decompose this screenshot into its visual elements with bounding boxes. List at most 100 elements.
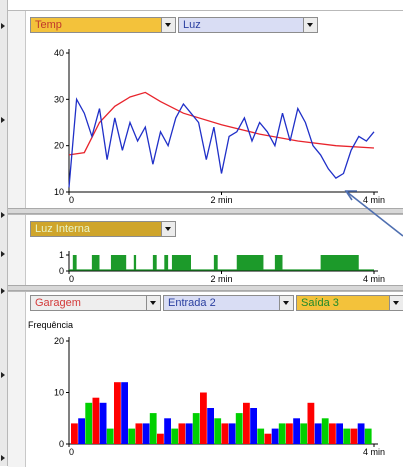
bar-garagem [200,392,207,444]
bar-entrada-2 [314,423,322,444]
frequency-panel: Garagem Entrada 2 Saída 3 Frequência 0 10 2… [8,291,403,467]
bar-garagem [221,423,229,444]
x-tick-label: 4 min [363,274,385,284]
temp-luz-plot-area: Temp Luz 10 20 30 40 0 2 min 4 min [25,11,403,209]
luz-interna-plot-area: Luz Interna 0 1 0 2 min 4 min [25,215,403,287]
panel-splitter[interactable] [8,285,403,291]
expand-arrow-icon[interactable] [1,372,5,378]
y-tick-label: 10 [54,388,64,398]
bar-garagem [114,382,121,444]
bar-entrada-2 [357,423,365,444]
bar-saida-3 [128,428,136,444]
bar-saida-3 [321,418,329,445]
frequency-bar-chart: Frequência 0 10 20 0 4 min [28,320,385,457]
digital-on-block [274,255,283,270]
series-selector-label: Saída 3 [301,297,339,309]
digital-on-block [72,255,77,270]
y-tick-label: 20 [54,141,64,151]
bar-garagem [92,397,100,444]
bar-garagem [329,423,336,444]
luz-interna-digital-chart: 0 1 0 2 min 4 min [59,250,385,284]
x-tick-label: 0 [69,195,74,205]
expand-arrow-icon[interactable] [1,23,5,29]
bar-garagem [178,423,186,444]
bar-saida-3 [214,418,222,445]
bar-garagem [157,433,164,444]
bar-garagem [243,402,250,444]
chevron-down-icon[interactable] [389,296,403,310]
series-selector-temp[interactable]: Temp [30,17,176,33]
bar-entrada-2 [228,423,236,444]
y-tick-label: 40 [54,48,64,58]
chevron-down-icon[interactable] [303,18,317,32]
left-rail [0,0,8,466]
bar-entrada-2 [121,382,128,444]
expand-arrow-icon[interactable] [1,251,5,257]
series-selector-entrada-2[interactable]: Entrada 2 [163,295,294,311]
bar-saida-3 [171,428,179,444]
luz-interna-panel: Luz Interna 0 1 0 2 min 4 min [8,214,403,287]
bar-entrada-2 [293,418,300,445]
series-line-luz [68,97,375,188]
bar-entrada-2 [207,408,214,444]
chevron-down-icon[interactable] [161,222,175,236]
expand-arrow-icon[interactable] [1,288,5,294]
bar-saida-3 [149,413,157,444]
digital-on-block [236,255,264,270]
series-selector-luz-interna[interactable]: Luz Interna [30,221,176,237]
y-tick-label: 20 [54,336,64,346]
expand-arrow-icon[interactable] [1,212,5,218]
chevron-down-icon[interactable] [161,18,175,32]
bar-garagem [307,402,315,444]
chevron-down-icon[interactable] [146,296,160,310]
series-selector-garagem[interactable]: Garagem [30,295,161,311]
series-selector-luz[interactable]: Luz [178,17,318,33]
series-selector-label: Luz [183,19,201,31]
panel-splitter[interactable] [8,208,403,214]
x-tick-label: 0 [69,447,74,457]
bar-entrada-2 [336,423,343,444]
bar-saida-3 [300,423,308,444]
bar-entrada-2 [250,408,257,444]
bar-entrada-2 [185,423,193,444]
bar-saida-3 [235,413,243,444]
bar-garagem [71,423,78,444]
bar-saida-3 [364,428,372,444]
y-tick-label: 0 [59,266,64,276]
expand-arrow-icon[interactable] [1,117,5,123]
bar-garagem [350,428,358,444]
x-tick-label: 0 [69,274,74,284]
y-tick-label: 1 [59,250,64,260]
bar-saida-3 [85,402,93,444]
series-line-temp [68,91,375,156]
bar-saida-3 [257,428,265,444]
chevron-down-icon[interactable] [279,296,293,310]
bar-saida-3 [278,423,286,444]
temp-luz-line-chart: 10 20 30 40 0 2 min 4 min [54,48,385,205]
digital-on-block [164,255,169,270]
digital-on-block [133,255,137,270]
bar-saida-3 [106,428,114,444]
x-tick-label: 4 min [363,195,385,205]
bar-garagem [135,423,143,444]
series-selector-saida-3[interactable]: Saída 3 [296,295,403,311]
bar-garagem [286,423,293,444]
y-tick-label: 30 [54,94,64,104]
series-selector-label: Luz Interna [35,223,91,235]
temp-luz-panel: Temp Luz 10 20 30 40 0 2 min 4 min [8,10,403,209]
bar-entrada-2 [78,418,85,445]
x-tick-label: 4 min [363,447,385,457]
digital-on-block [152,255,157,270]
digital-on-block [171,255,191,270]
series-selector-label: Temp [35,19,62,31]
x-tick-label: 2 min [210,195,232,205]
digital-on-block [110,255,127,270]
expand-arrow-icon[interactable] [1,455,5,461]
y-tick-label: 10 [54,187,64,197]
digital-on-block [320,255,359,270]
series-selector-label: Entrada 2 [168,297,216,309]
bar-saida-3 [343,428,351,444]
digital-on-block [213,255,218,270]
series-selector-label: Garagem [35,297,81,309]
